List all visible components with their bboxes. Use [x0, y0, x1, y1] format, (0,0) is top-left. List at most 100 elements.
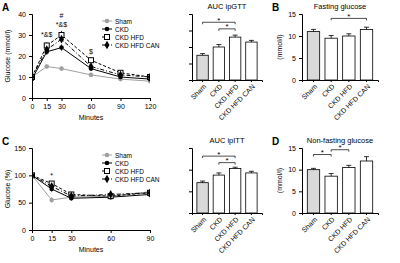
tick: 15	[48, 230, 56, 242]
tick-mark	[189, 64, 192, 65]
y-axis-title: Glucose (mmol/l)	[4, 30, 12, 83]
y-axis	[189, 149, 193, 214]
significance-label: *	[217, 16, 220, 25]
significance-label: *	[347, 12, 350, 21]
tick-mark	[331, 213, 332, 215]
tick: 10	[288, 33, 302, 40]
tick-mark	[348, 213, 349, 215]
error-cap	[346, 165, 351, 166]
legend-label: CKD HFD CAN	[115, 176, 160, 183]
legend: ShamCKDCKD HFDCKD HFD CAN	[102, 18, 160, 50]
point	[108, 190, 113, 199]
tick-mark	[348, 80, 349, 82]
error-bar	[329, 36, 334, 39]
tick-mark	[218, 213, 219, 215]
tick-mark	[121, 98, 122, 101]
tick-label: 0	[292, 77, 296, 84]
legend-label: CKD	[115, 160, 129, 167]
tick-mark	[366, 213, 367, 215]
tick-mark	[29, 56, 32, 57]
x-axis: ShamCKDCKD HFDCKD HFD CAN	[189, 80, 262, 122]
legend-marker	[104, 175, 109, 184]
legend-label: CKD HFD	[115, 34, 144, 41]
tick-mark	[91, 98, 92, 101]
annotation: #	[60, 12, 64, 19]
legend-item: CKD	[102, 160, 129, 167]
point	[88, 62, 93, 71]
tick-label: CKD HFD CAN	[217, 216, 256, 255]
error-bar	[311, 168, 316, 169]
annotation: $	[89, 48, 93, 55]
tick-mark	[29, 35, 32, 36]
tick-label: 20	[18, 53, 26, 60]
error-bar	[249, 40, 254, 42]
tick-label: 100	[14, 172, 26, 179]
tick: CKD	[320, 213, 335, 231]
tick-mark	[202, 80, 203, 82]
panel-label: B	[272, 2, 279, 13]
point	[147, 73, 150, 82]
legend-marker	[105, 169, 110, 174]
point	[49, 182, 54, 191]
error-cap	[329, 35, 334, 36]
point	[49, 198, 54, 203]
tick-label: CKD HFD CAN	[332, 83, 371, 122]
tick-mark	[313, 213, 314, 215]
bar	[360, 29, 372, 80]
tick-mark	[189, 213, 192, 214]
tick-label: 0	[22, 227, 26, 234]
plot-area	[32, 31, 150, 84]
tick: 15	[43, 98, 51, 110]
tick: 10	[288, 166, 302, 173]
x-axis: ShamCKDCKD HFDCKD HFD CAN	[189, 213, 262, 255]
bar	[360, 161, 372, 213]
tick: 90	[117, 98, 125, 110]
tick: Sham	[189, 213, 207, 234]
tick-mark	[189, 14, 192, 15]
error-bar	[233, 35, 238, 37]
error-bar	[200, 54, 205, 56]
y-axis-title: (mmol/l)	[276, 34, 284, 59]
tick-mark	[189, 170, 192, 171]
legend-marker	[105, 161, 110, 166]
plot-area	[307, 157, 372, 213]
plot-area	[197, 167, 257, 213]
tick	[189, 213, 192, 214]
tick	[189, 191, 192, 192]
legend-label: CKD	[115, 26, 129, 33]
plot-area	[307, 27, 372, 80]
error-bar	[216, 173, 221, 175]
legend-marker	[105, 27, 110, 32]
tick-mark	[71, 230, 72, 233]
tick-mark	[299, 170, 302, 171]
error-bar	[311, 29, 316, 31]
axis-line	[29, 15, 33, 99]
tick-mark	[29, 148, 32, 149]
tick-mark	[47, 98, 48, 101]
tick: 5	[292, 55, 302, 62]
tick-mark	[29, 14, 32, 15]
tick: 0	[31, 230, 35, 242]
annotation: *&$	[41, 31, 52, 38]
error-bar	[364, 157, 369, 161]
tick-label: 10	[18, 74, 26, 81]
point	[118, 71, 123, 80]
legend-label: CKD HFD	[115, 168, 144, 175]
tick-label: 0	[292, 210, 296, 217]
axis-line	[33, 99, 151, 102]
point	[59, 45, 64, 50]
tick-mark	[331, 80, 332, 82]
tick: Sham	[300, 213, 318, 234]
significance-label: *	[217, 150, 220, 159]
point	[69, 192, 74, 201]
tick-mark	[29, 175, 32, 176]
x-axis: ShamCKDCKD HFDCKD HFD CAN	[300, 213, 378, 255]
chart-title: AUC ipGTT	[208, 2, 247, 11]
tick-label: 15	[43, 103, 51, 110]
tick-mark	[150, 230, 151, 233]
tick: Sham	[189, 80, 207, 101]
tick: 120	[145, 98, 157, 110]
tick-label: 40	[18, 11, 26, 18]
tick	[189, 80, 192, 81]
point	[44, 45, 49, 54]
